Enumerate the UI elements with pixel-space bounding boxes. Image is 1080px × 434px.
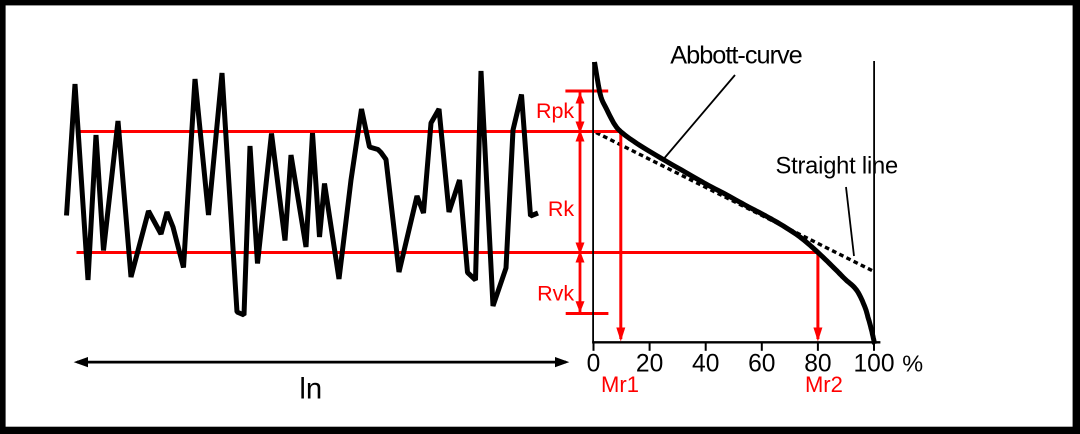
- svg-text:Mr1: Mr1: [601, 372, 639, 397]
- svg-text:Mr2: Mr2: [805, 372, 843, 397]
- svg-text:Straight line: Straight line: [776, 154, 899, 180]
- svg-text:60: 60: [748, 351, 775, 378]
- svg-text:100: 100: [853, 351, 894, 378]
- svg-text:Rk: Rk: [548, 197, 575, 221]
- svg-text:20: 20: [636, 351, 663, 378]
- svg-text:0: 0: [587, 351, 601, 378]
- svg-text:80: 80: [804, 351, 831, 378]
- svg-text:Abbott-curve: Abbott-curve: [670, 42, 801, 70]
- svg-text:Rvk: Rvk: [537, 281, 574, 305]
- svg-text:Rpk: Rpk: [536, 99, 574, 123]
- svg-text:%: %: [902, 351, 923, 377]
- svg-text:ln: ln: [299, 373, 322, 406]
- svg-text:40: 40: [692, 351, 719, 378]
